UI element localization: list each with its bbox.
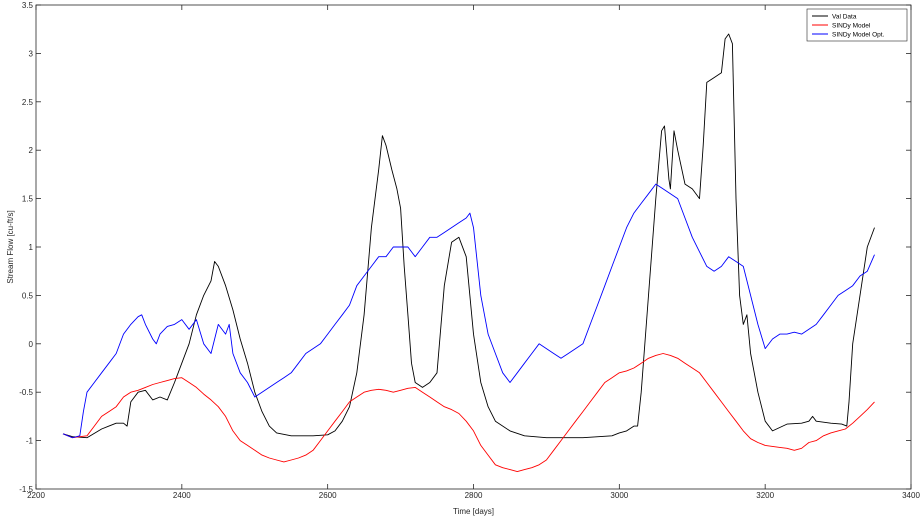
series-line-1 [62,353,875,473]
plot-area [36,5,911,489]
y-tick-label: 3.5 [22,1,34,10]
x-tick-label: 2200 [27,491,45,500]
y-tick-label: 2.5 [22,98,34,107]
legend-label: SINDy Model Opt. [832,32,885,39]
legend-label: SINDy Model [832,23,871,30]
y-axis: -1.5 -1 -0.5 0 0.5 1 1.5 2 2.5 3 3.5 [19,1,911,494]
legend: Val Data SINDy Model SINDy Model Opt. [806,8,908,42]
y-tick-label: 1 [29,243,34,252]
y-tick-label: 2 [29,146,34,155]
legend-label: Val Data [832,14,857,21]
y-tick-label: 0.5 [22,291,34,300]
y-tick-label: 1.5 [22,195,34,204]
y-tick-label: 3 [29,49,34,58]
series-line-0 [62,33,875,439]
legend-entries: Val Data SINDy Model SINDy Model Opt. [812,14,885,39]
x-axis-title: Time [days] [453,507,494,516]
x-tick-label: 3400 [902,491,920,500]
y-tick-label: -1 [26,437,34,446]
x-tick-label: 2400 [173,491,191,500]
series-line-2 [62,183,875,439]
series-layer [62,33,875,473]
x-tick-label: 3200 [756,491,774,500]
x-tick-label: 3000 [610,491,628,500]
y-tick-label: 0 [29,340,34,349]
x-tick-label: 2800 [465,491,483,500]
y-tick-label: -1.5 [19,485,33,494]
x-axis: 2200 2400 2600 2800 3000 3200 3400 [27,5,920,500]
y-axis-title: Stream Flow [cu-ft/s] [6,210,15,283]
y-tick-label: -0.5 [19,388,33,397]
x-tick-label: 2600 [319,491,337,500]
